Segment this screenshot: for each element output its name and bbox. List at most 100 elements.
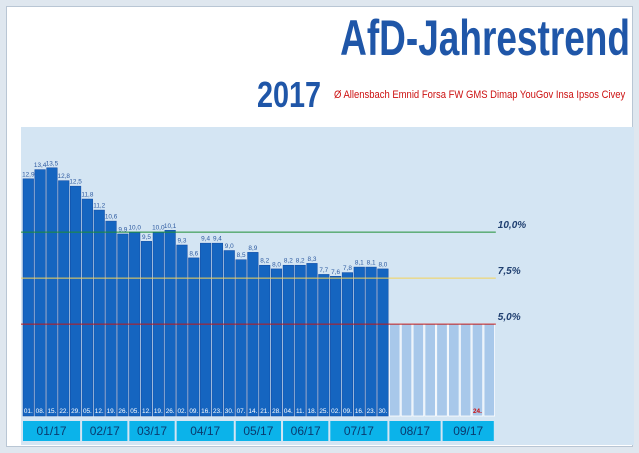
day-label: 19. [154, 408, 163, 415]
day-label: 21. [260, 408, 269, 415]
value-label: 9,9 [118, 226, 127, 233]
value-label: 9,4 [201, 236, 210, 243]
value-label: 8,0 [272, 261, 281, 268]
bar [235, 259, 247, 417]
day-label: 08. [36, 408, 45, 415]
day-label: 29. [71, 408, 80, 415]
day-label: 07. [237, 408, 246, 415]
value-label: 8,1 [355, 260, 364, 267]
value-label: 11,8 [81, 192, 93, 199]
day-label: 30. [225, 408, 234, 415]
value-label: 9,3 [178, 238, 187, 245]
value-label: 8,0 [378, 261, 387, 268]
month-box [330, 421, 388, 441]
month-label: 02/17 [90, 424, 120, 438]
bar [93, 209, 105, 417]
future-bar [483, 323, 495, 417]
bar [140, 241, 153, 417]
value-label: 8,2 [296, 258, 305, 265]
bar [270, 268, 283, 417]
day-label: 11. [296, 408, 305, 415]
bar [318, 274, 330, 417]
value-label: 9,5 [142, 234, 151, 241]
value-label: 10,1 [164, 223, 177, 230]
reference-line-label: 10,0% [498, 220, 526, 231]
reference-line-label: 5,0% [498, 312, 521, 323]
value-label: 7,7 [319, 267, 328, 274]
day-label: 26. [166, 408, 175, 415]
month-box [82, 421, 128, 441]
bar [282, 264, 294, 417]
day-label: 23. [213, 408, 222, 415]
future-bar [448, 323, 460, 417]
value-label: 7,8 [343, 265, 352, 272]
month-box [389, 421, 441, 441]
value-label: 8,2 [260, 258, 269, 265]
bar [81, 198, 93, 417]
day-label: 16. [201, 408, 210, 415]
reference-line-label: 7,5% [498, 266, 521, 277]
month-box [283, 421, 329, 441]
value-label: 13,4 [34, 162, 47, 169]
month-box [129, 421, 175, 441]
value-label: 8,2 [284, 258, 293, 265]
bar [188, 257, 200, 417]
bar [200, 242, 212, 417]
value-label: 7,6 [331, 269, 340, 276]
bar [105, 220, 117, 417]
day-label: 19. [107, 408, 116, 415]
value-label: 8,9 [248, 245, 257, 252]
day-label: 14. [248, 408, 257, 415]
bar [117, 233, 129, 417]
bar [259, 264, 271, 417]
day-label: 01. [24, 408, 33, 415]
day-label: 16. [355, 408, 364, 415]
day-label: 05. [83, 408, 92, 415]
chart-title: AfD-Jahrestrend [340, 10, 630, 66]
day-label: 02. [331, 408, 340, 415]
month-label: 03/17 [137, 424, 167, 438]
bar [46, 167, 58, 417]
day-label: 02. [178, 408, 187, 415]
day-label: 22. [59, 408, 68, 415]
day-label: 18. [308, 408, 317, 415]
bar [22, 178, 34, 417]
future-bar [412, 323, 425, 417]
future-bar [459, 323, 472, 417]
plot-panel: 10,0% 7,5% 5,0% 12,9 13,4 13,5 12,8 12,5 11,8 11,… [21, 127, 634, 445]
month-label: 08/17 [400, 424, 430, 438]
value-label: 12,8 [58, 173, 71, 180]
bar [353, 266, 365, 417]
day-label: 26. [118, 408, 127, 415]
value-label: 8,3 [308, 256, 317, 263]
day-label: 04. [284, 408, 293, 415]
chart-card: AfD-Jahrestrend 2017 Ø Allensbach Emnid … [6, 6, 634, 447]
day-label: 09. [343, 408, 352, 415]
day-label: 25. [319, 408, 328, 415]
month-label: 09/17 [453, 424, 483, 438]
value-label: 10,0 [128, 225, 141, 232]
chart-subtitle: Ø Allensbach Emnid Forsa FW GMS Dimap Yo… [334, 89, 626, 101]
value-label: 12,9 [22, 171, 35, 178]
bar [341, 272, 353, 417]
bar [377, 268, 389, 417]
day-label: 23. [367, 408, 376, 415]
future-bar [471, 323, 484, 417]
day-label: 30. [378, 408, 387, 415]
month-label: 01/17 [37, 424, 67, 438]
bar [211, 242, 223, 417]
value-label: 8,1 [367, 260, 376, 267]
bar [247, 252, 259, 417]
month-box [23, 421, 81, 441]
bar [58, 180, 70, 417]
bar [164, 230, 176, 417]
future-bar [389, 323, 401, 417]
future-marker-label: 24. [473, 408, 482, 415]
value-label: 9,0 [225, 243, 234, 250]
future-bar [436, 323, 448, 417]
bar [223, 250, 235, 417]
value-label: 8,6 [189, 250, 198, 257]
value-label: 11,2 [93, 203, 105, 210]
day-label: 28. [272, 408, 281, 415]
value-label: 9,4 [213, 236, 222, 243]
